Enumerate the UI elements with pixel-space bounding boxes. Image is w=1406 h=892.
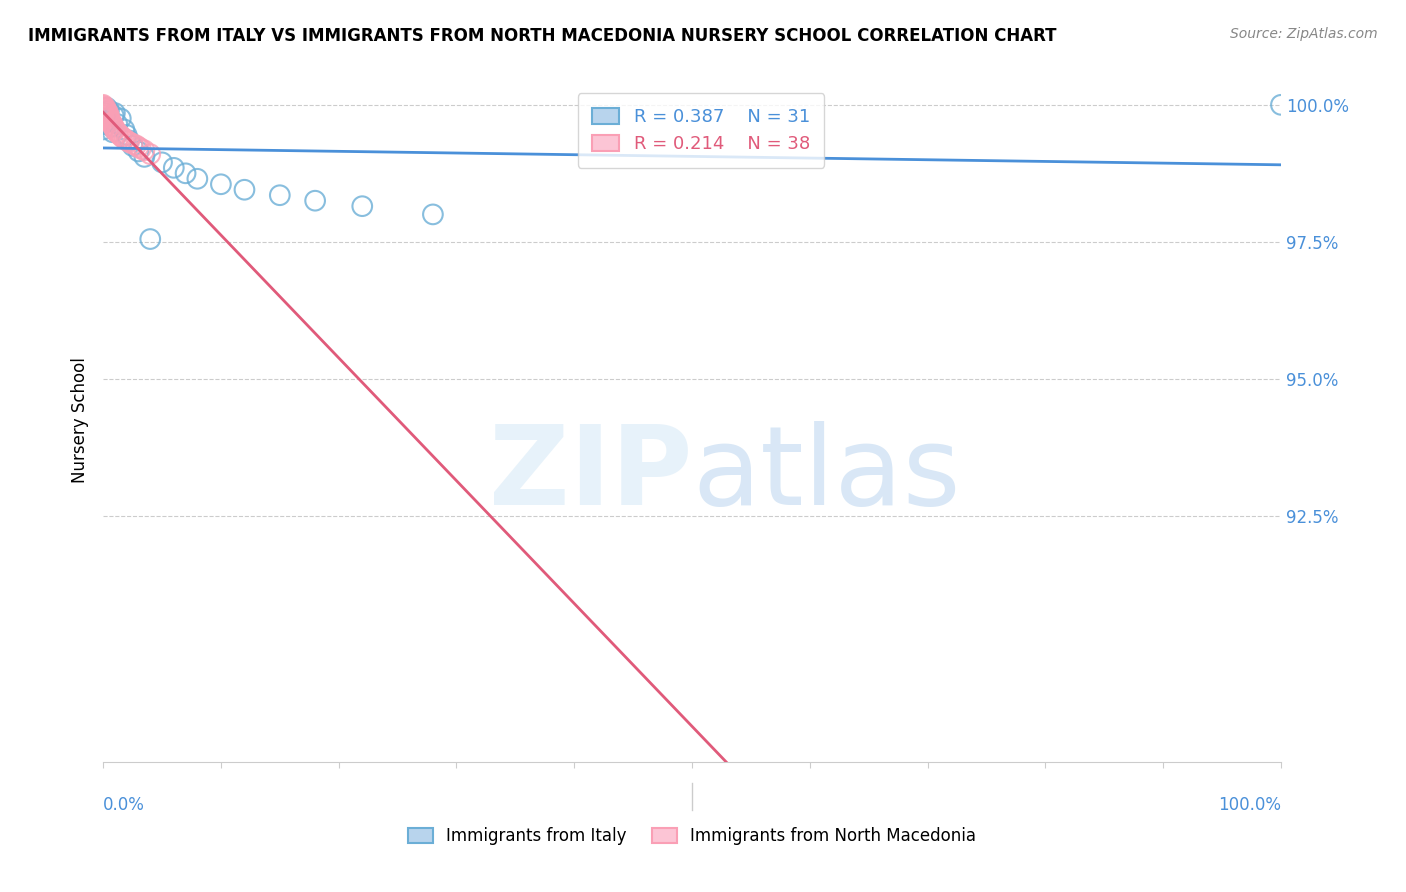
Point: [101, 119, 124, 133]
Point: [110, 112, 132, 126]
Point: [186, 171, 208, 186]
Point: [127, 145, 149, 159]
Point: [1270, 98, 1292, 112]
Point: [98, 114, 121, 128]
Text: IMMIGRANTS FROM ITALY VS IMMIGRANTS FROM NORTH MACEDONIA NURSERY SCHOOL CORRELAT: IMMIGRANTS FROM ITALY VS IMMIGRANTS FROM…: [28, 27, 1057, 45]
Text: 0.0%: 0.0%: [103, 797, 145, 814]
Point: [118, 135, 141, 149]
Point: [139, 232, 162, 246]
Point: [103, 109, 125, 123]
Point: [209, 178, 232, 192]
Point: [101, 125, 124, 139]
Text: atlas: atlas: [692, 421, 960, 528]
Point: [97, 107, 120, 121]
Point: [129, 142, 152, 156]
Point: [91, 112, 114, 126]
Point: [105, 125, 128, 139]
Point: [163, 161, 186, 175]
Point: [98, 103, 121, 118]
Point: [94, 106, 117, 120]
Point: [422, 207, 444, 221]
Point: [104, 123, 127, 137]
Point: [101, 117, 124, 131]
Point: [98, 111, 121, 125]
Point: [98, 113, 121, 128]
Point: [233, 183, 256, 197]
Point: [91, 110, 114, 124]
Point: [118, 133, 141, 147]
Point: [94, 102, 117, 116]
Point: [104, 122, 127, 136]
Text: ZIP: ZIP: [489, 421, 692, 528]
Point: [127, 140, 149, 154]
Point: [100, 115, 122, 129]
Point: [121, 139, 143, 153]
Point: [100, 120, 122, 134]
Point: [91, 122, 114, 136]
Text: 100.0%: 100.0%: [1218, 797, 1281, 814]
Point: [91, 99, 114, 113]
Point: [134, 143, 156, 157]
Point: [91, 117, 114, 131]
Point: [97, 105, 120, 120]
Point: [269, 188, 291, 202]
Point: [107, 127, 129, 141]
Point: [98, 109, 121, 123]
Point: [115, 128, 138, 142]
Point: [96, 101, 118, 115]
Y-axis label: Nursery School: Nursery School: [72, 357, 89, 483]
Point: [91, 98, 114, 112]
Point: [91, 105, 114, 120]
Legend: R = 0.387    N = 31, R = 0.214    N = 38: R = 0.387 N = 31, R = 0.214 N = 38: [578, 94, 824, 168]
Point: [150, 155, 173, 169]
Point: [352, 199, 374, 213]
Point: [112, 132, 135, 146]
Point: [110, 128, 132, 143]
Point: [94, 101, 117, 115]
Point: [111, 130, 134, 145]
Point: [104, 106, 127, 120]
Point: [103, 120, 125, 135]
Text: Source: ZipAtlas.com: Source: ZipAtlas.com: [1230, 27, 1378, 41]
Point: [105, 117, 128, 131]
Point: [91, 112, 114, 126]
Point: [91, 100, 114, 114]
Point: [134, 150, 156, 164]
Point: [98, 112, 121, 126]
Point: [112, 122, 135, 136]
Point: [96, 103, 118, 118]
Point: [125, 138, 148, 153]
Point: [121, 136, 143, 151]
Point: [91, 103, 114, 118]
Point: [91, 106, 114, 120]
Point: [91, 102, 114, 116]
Point: [174, 166, 197, 180]
Point: [91, 108, 114, 122]
Point: [139, 147, 162, 161]
Point: [115, 133, 138, 147]
Point: [304, 194, 326, 208]
